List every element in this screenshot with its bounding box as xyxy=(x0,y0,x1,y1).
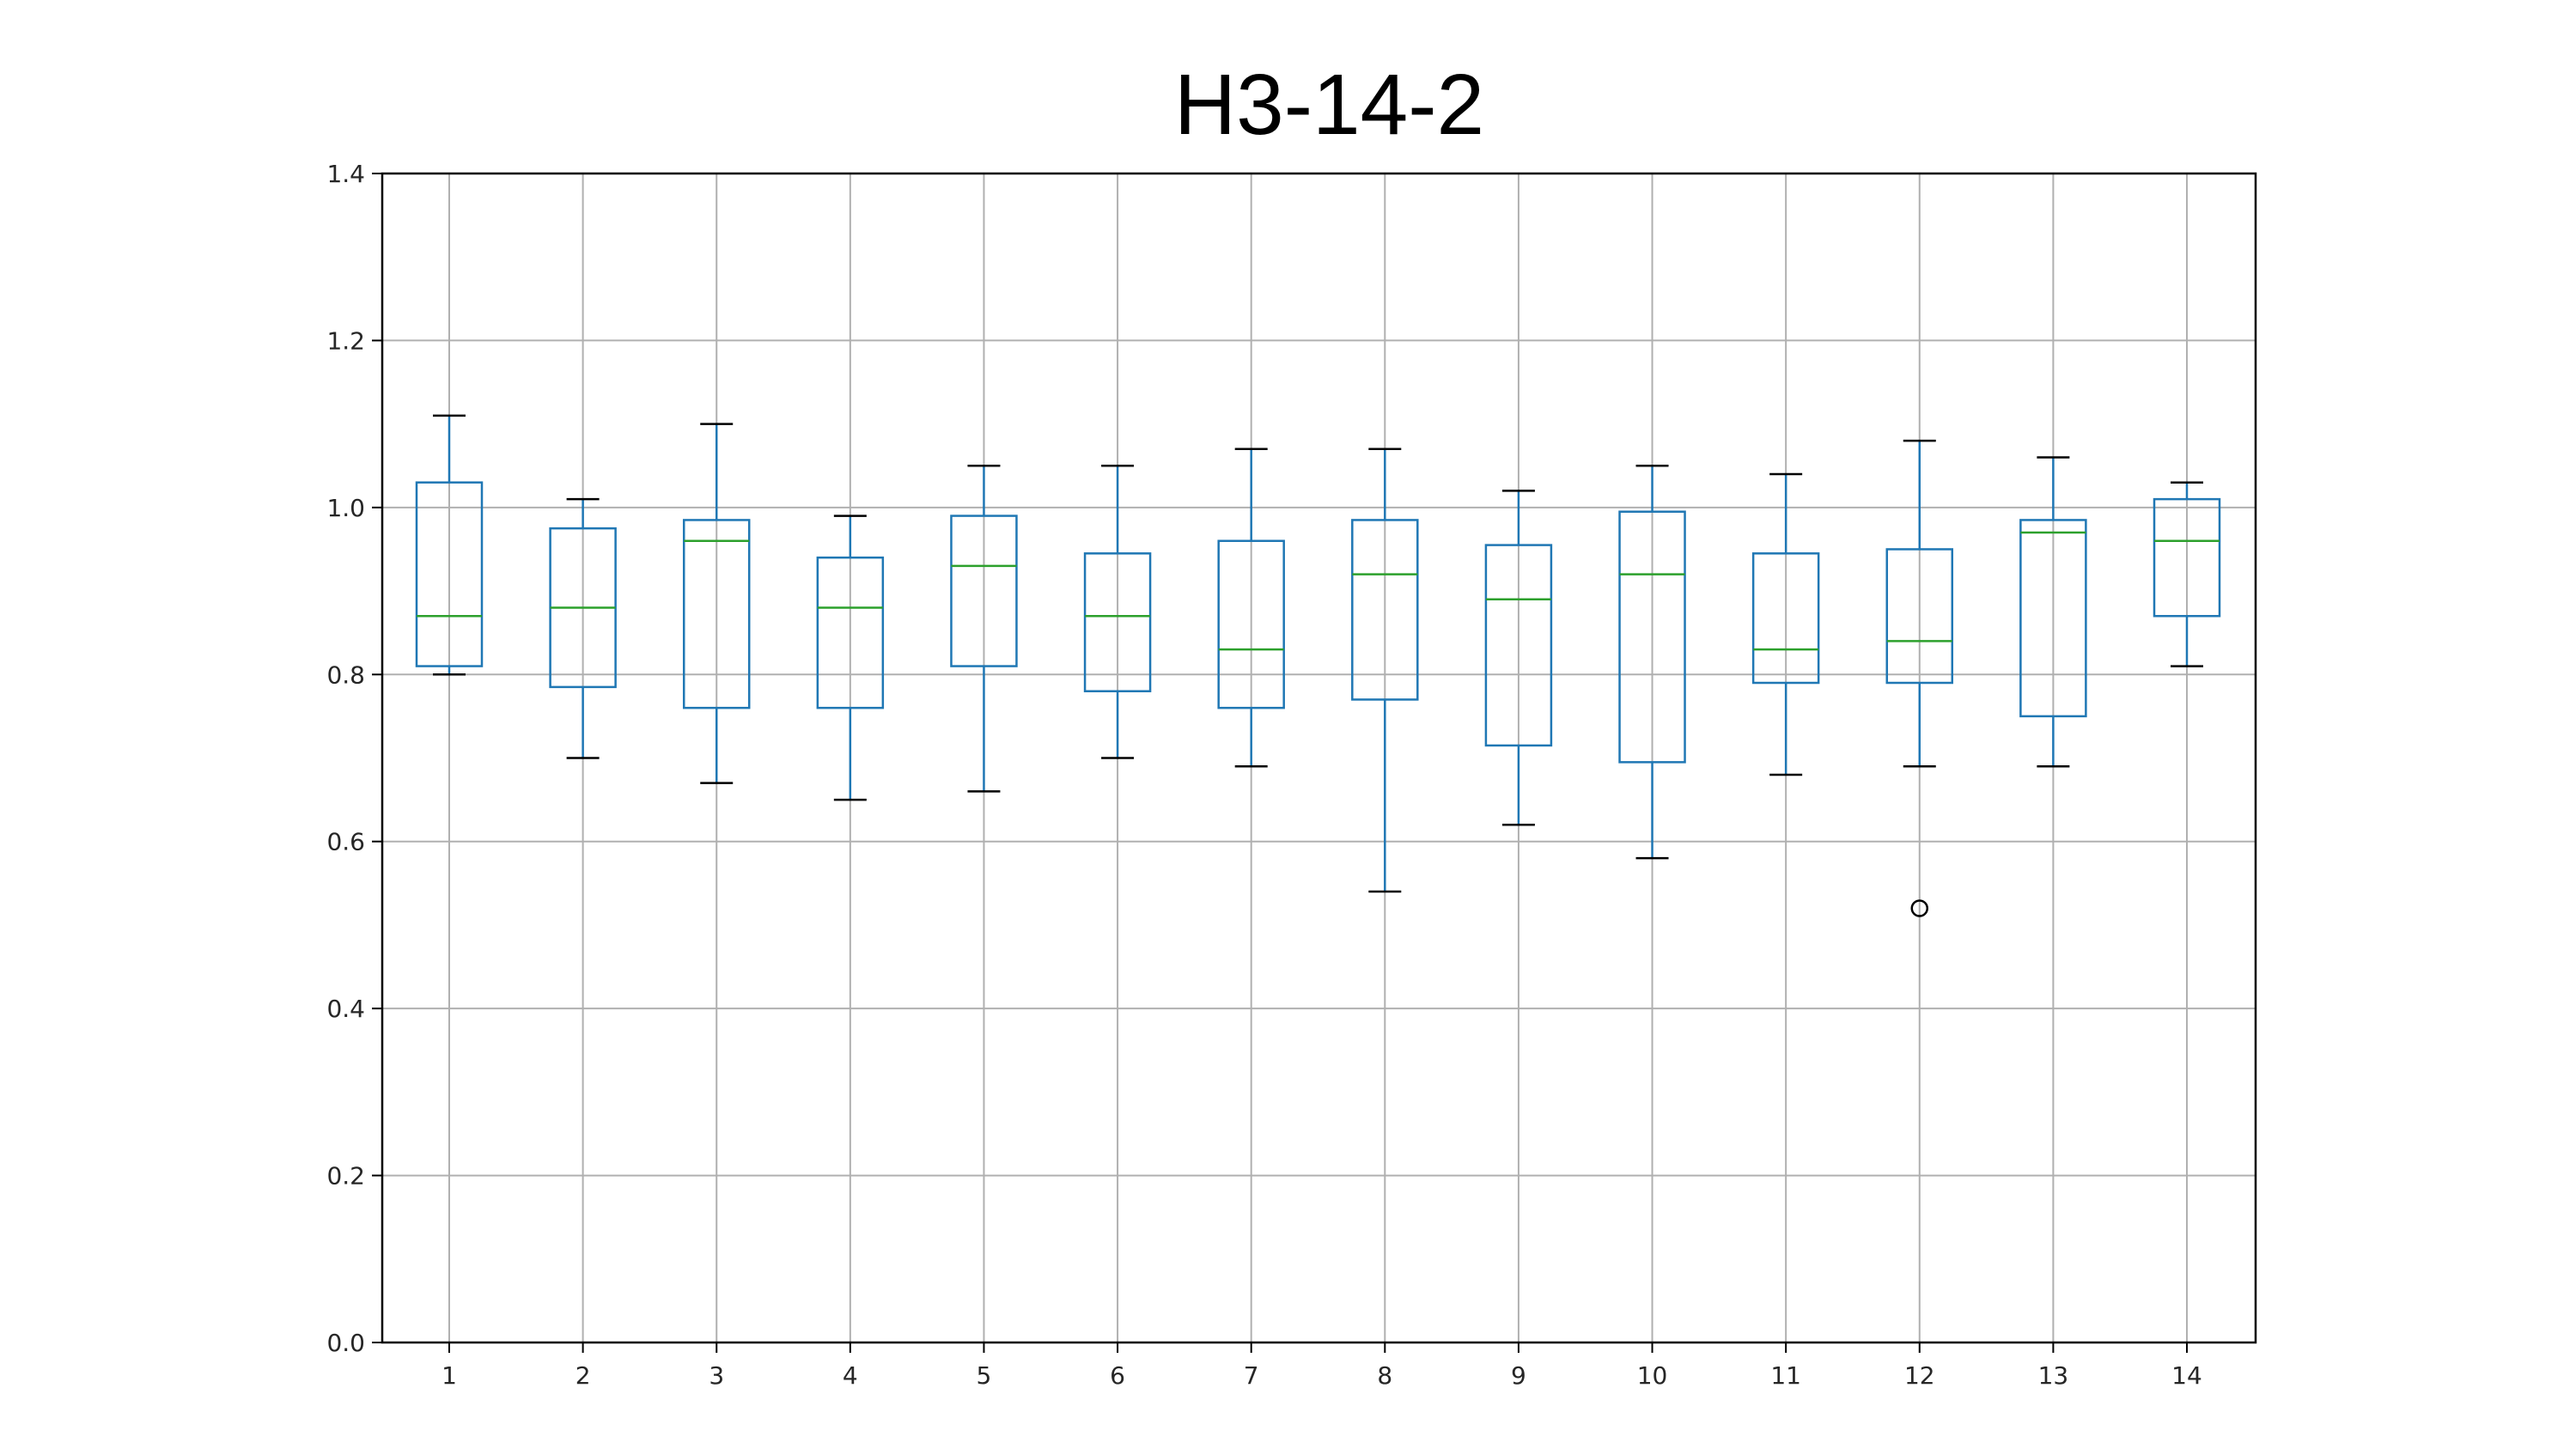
box-iqr xyxy=(2153,497,2221,618)
box-iqr xyxy=(415,481,484,667)
box-7 xyxy=(1217,447,1285,768)
x-tick-label: 2 xyxy=(575,1361,591,1390)
box-iqr xyxy=(1083,552,1152,692)
y-tick-label: 0.6 xyxy=(326,828,365,856)
y-tick-label: 1.2 xyxy=(326,326,365,355)
box-6 xyxy=(1083,465,1152,759)
x-tick-label: 13 xyxy=(2038,1361,2069,1390)
box-iqr xyxy=(816,556,885,709)
x-tick-label: 10 xyxy=(1637,1361,1668,1390)
box-iqr xyxy=(682,519,751,709)
x-tick-label: 5 xyxy=(977,1361,992,1390)
x-tick-label: 12 xyxy=(1904,1361,1935,1390)
chart-title: H3-14-2 xyxy=(1173,57,1485,153)
box-iqr xyxy=(1618,510,1686,764)
x-tick-label: 8 xyxy=(1377,1361,1392,1390)
x-tick-label: 3 xyxy=(709,1361,724,1390)
box-3 xyxy=(682,423,751,784)
box-1 xyxy=(415,414,484,676)
x-tick-label: 9 xyxy=(1511,1361,1526,1390)
box-4 xyxy=(816,514,885,801)
box-12 xyxy=(1885,439,1954,917)
box-8 xyxy=(1351,447,1419,893)
axis-ticks: 0.00.20.40.60.81.01.21.41 2 3 4 5 6 7 8 9 10 11 12 1… xyxy=(326,160,2201,1390)
axes-frame xyxy=(381,172,2257,1344)
x-tick-label: 11 xyxy=(1770,1361,1801,1390)
box-iqr xyxy=(1751,552,1820,685)
box-14 xyxy=(2153,481,2221,667)
box-iqr xyxy=(2019,519,2087,718)
box-iqr xyxy=(1484,544,1553,747)
y-tick-label: 1.0 xyxy=(326,494,365,522)
box-series xyxy=(415,414,2221,917)
box-13 xyxy=(2019,456,2087,768)
x-tick-label: 4 xyxy=(843,1361,858,1390)
y-tick-label: 0.4 xyxy=(326,995,365,1023)
grid-lines xyxy=(382,173,2256,1343)
y-tick-label: 0.0 xyxy=(326,1329,365,1357)
box-iqr xyxy=(1217,539,1285,709)
box-iqr xyxy=(1351,519,1419,701)
box-iqr xyxy=(950,514,1018,667)
box-5 xyxy=(950,465,1018,793)
x-tick-label: 6 xyxy=(1110,1361,1125,1390)
box-2 xyxy=(549,497,617,759)
y-tick-label: 0.8 xyxy=(326,661,365,689)
y-tick-label: 0.2 xyxy=(326,1162,365,1190)
box-iqr xyxy=(1885,548,1954,685)
outlier-point xyxy=(1910,899,1929,917)
y-tick-label: 1.4 xyxy=(326,160,365,188)
x-tick-label: 7 xyxy=(1244,1361,1259,1390)
box-10 xyxy=(1618,465,1686,860)
x-tick-label: 1 xyxy=(442,1361,457,1390)
x-tick-label: 14 xyxy=(2171,1361,2202,1390)
box-11 xyxy=(1751,472,1820,776)
box-9 xyxy=(1484,490,1553,826)
